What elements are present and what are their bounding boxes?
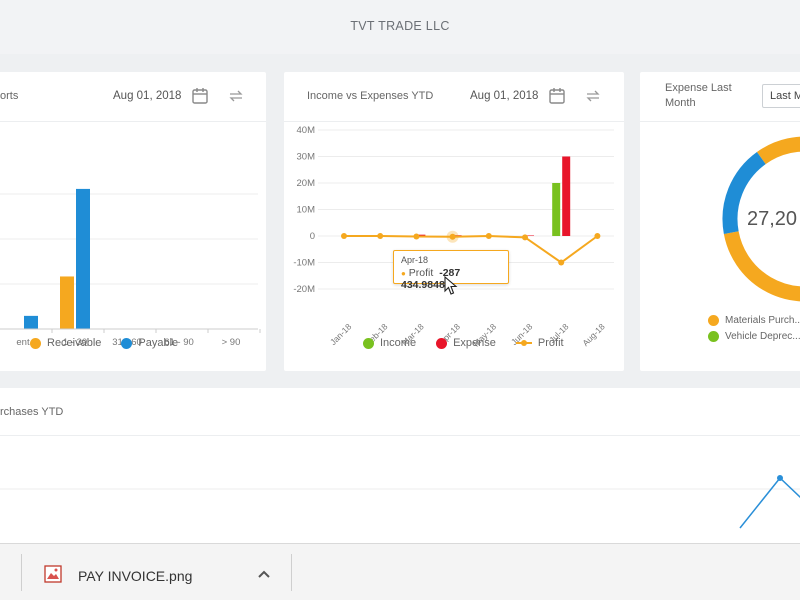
period-select[interactable]: Last M <box>762 84 800 108</box>
chevron-up-icon[interactable] <box>256 568 272 580</box>
y-tick-label: -10M <box>293 258 315 269</box>
income-expenses-date[interactable]: Aug 01, 2018 <box>470 90 539 102</box>
expense-last-month-card: Expense Last Month 27,20 Materials Purch… <box>640 72 800 371</box>
bar-payable <box>76 188 90 329</box>
mouse-cursor-icon <box>444 276 458 295</box>
profit-point <box>377 233 384 239</box>
profit-point <box>522 234 528 241</box>
legend-profit[interactable]: Profit <box>515 337 564 349</box>
purchases-point <box>777 475 783 481</box>
download-separator <box>291 554 292 591</box>
expense-card-title-2: Month <box>665 97 696 109</box>
legend-materials[interactable]: Materials Purch... <box>708 315 800 326</box>
donut-center-value: 27,20 <box>747 208 797 230</box>
y-tick-label: -20M <box>293 284 315 295</box>
refresh-icon[interactable] <box>583 86 603 106</box>
donut-slice <box>723 136 800 302</box>
y-tick-label: 20M <box>297 178 316 189</box>
x-tick-label: Jan-18 <box>328 321 354 347</box>
profit-tooltip: Apr-18 ● Profit -287 434.9848 <box>393 250 509 291</box>
expense-card-header: Expense Last Month <box>640 72 800 122</box>
bar-expense <box>453 235 462 236</box>
legend-receivable[interactable]: Receivable <box>30 337 101 349</box>
purchases-card-header: rchases YTD <box>0 388 800 436</box>
expense-card-title-1: Expense Last <box>665 82 732 94</box>
x-tick-label: 1 - 30 <box>63 337 87 348</box>
profit-point <box>485 233 492 239</box>
legend-payable[interactable]: Payable <box>121 337 178 349</box>
income-expenses-title: Income vs Expenses YTD <box>307 90 434 102</box>
profit-point <box>594 233 601 239</box>
income-expenses-card: Income vs Expenses YTD Aug 01, 2018 40M 3… <box>284 72 624 371</box>
legend-expense[interactable]: Expense <box>436 337 496 349</box>
vehicle-swatch <box>708 331 719 342</box>
expense-swatch <box>436 337 448 349</box>
legend-profit-label: Profit <box>537 337 564 349</box>
aging-date[interactable]: Aug 01, 2018 <box>113 90 182 102</box>
legend-income-label: Income <box>380 337 417 349</box>
legend-expense-label: Expense <box>453 337 496 349</box>
aging-card-header: orts Aug 01, 2018 <box>0 72 266 122</box>
refresh-icon[interactable] <box>226 86 246 106</box>
purchases-chart <box>0 475 800 529</box>
y-tick-label: 0 <box>310 231 315 242</box>
profit-swatch <box>515 340 532 346</box>
y-tick-label: 10M <box>297 205 316 216</box>
company-name: TVT TRADE LLC <box>350 19 450 33</box>
donut-slice <box>722 151 766 234</box>
profit-line <box>344 234 598 264</box>
x-tick-label: ent <box>16 337 30 348</box>
profit-point <box>449 233 456 240</box>
bar-expense <box>417 234 426 236</box>
tooltip-series: Profit <box>408 267 434 279</box>
legend-vehicle-label: Vehicle Deprec... <box>725 331 800 342</box>
calendar-icon[interactable] <box>190 86 210 106</box>
purchases-card: rchases YTD <box>0 388 800 548</box>
bar-expense <box>562 156 571 236</box>
image-file-icon <box>44 565 62 583</box>
y-tick-label: 30M <box>297 152 316 163</box>
x-tick-label: 61 - 90 <box>164 337 194 348</box>
y-tick-label: 40M <box>297 125 316 136</box>
expense-donut-chart: 27,20 <box>722 136 800 302</box>
expense-legend: Materials Purch... Vehicle Deprec... <box>708 315 800 342</box>
legend-payable-label: Payable <box>138 337 179 349</box>
income-swatch <box>363 337 374 349</box>
bar-income <box>552 183 561 236</box>
top-bar: TVT TRADE LLC <box>0 0 800 54</box>
legend-materials-label: Materials Purch... <box>725 315 800 326</box>
calendar-icon[interactable] <box>547 86 567 106</box>
purchases-line <box>739 476 800 529</box>
x-tick-label: Aug-18 <box>580 321 607 348</box>
x-tick-label: > 90 <box>222 337 241 348</box>
bar-expense <box>526 235 534 236</box>
purchases-title: rchases YTD <box>0 406 64 418</box>
materials-swatch <box>708 315 719 326</box>
bar-receivable <box>60 276 74 329</box>
income-expenses-legend: Income Expense Profit <box>363 337 564 349</box>
legend-vehicle[interactable]: Vehicle Deprec... <box>708 331 800 342</box>
receivable-swatch <box>30 337 41 349</box>
download-separator <box>21 554 22 591</box>
profit-point <box>558 259 565 266</box>
tooltip-line: ● Profit -287 434.9848 <box>401 267 461 291</box>
income-expenses-card-header: Income vs Expenses YTD Aug 01, 2018 <box>284 72 624 122</box>
payable-swatch <box>121 337 133 349</box>
bar-payable <box>24 315 38 329</box>
tooltip-label: Apr-18 <box>401 255 429 265</box>
legend-income[interactable]: Income <box>363 337 416 349</box>
aging-legend: Receivable Payable <box>30 337 178 349</box>
tooltip-value: -287 434.9848 <box>401 267 461 291</box>
aging-card-title: orts <box>0 90 19 102</box>
profit-point <box>341 233 347 239</box>
download-bar: PAY INVOICE.png <box>0 543 800 600</box>
profit-point <box>413 233 420 240</box>
download-file-name[interactable]: PAY INVOICE.png <box>78 568 193 584</box>
legend-receivable-label: Receivable <box>47 337 102 349</box>
